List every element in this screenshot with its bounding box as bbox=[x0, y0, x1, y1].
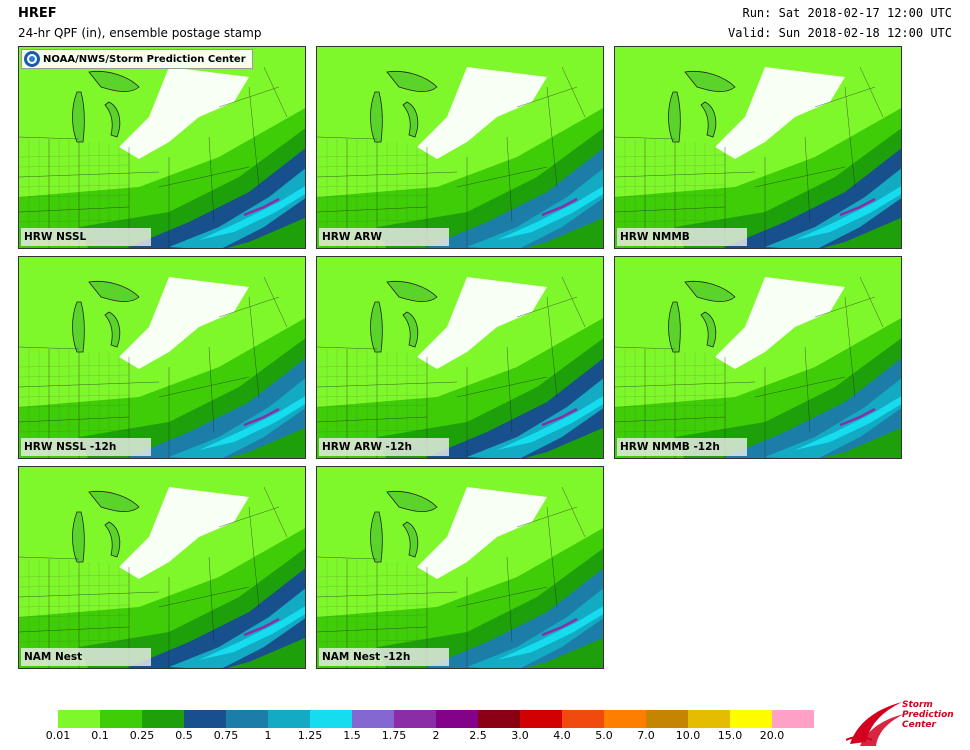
legend-tick-label: 0.01 bbox=[45, 729, 71, 742]
panel-label: HRW NMMB -12h bbox=[617, 438, 747, 456]
legend-swatch bbox=[520, 710, 562, 728]
legend-tick-label: 5.0 bbox=[595, 729, 613, 742]
map-panel: HRW NMMB -12h bbox=[614, 256, 902, 459]
noaa-logo-icon bbox=[24, 51, 40, 67]
noaa-credit: NOAA/NWS/Storm Prediction Center bbox=[21, 49, 253, 69]
legend-swatch bbox=[142, 710, 184, 728]
color-legend bbox=[58, 710, 814, 728]
panel-label: HRW NSSL bbox=[21, 228, 151, 246]
legend-swatch bbox=[436, 710, 478, 728]
legend-tick-label: 2 bbox=[432, 729, 440, 742]
panel-label: HRW NMMB bbox=[617, 228, 747, 246]
legend-tick-label: 7.0 bbox=[637, 729, 655, 742]
qpf-map bbox=[19, 257, 305, 458]
panel-label: HRW ARW bbox=[319, 228, 449, 246]
legend-swatch bbox=[688, 710, 730, 728]
legend-tick-label: 2.5 bbox=[469, 729, 487, 742]
legend-swatch bbox=[394, 710, 436, 728]
legend-swatch bbox=[226, 710, 268, 728]
legend-tick-label: 0.25 bbox=[129, 729, 155, 742]
legend-tick-label: 1.75 bbox=[381, 729, 407, 742]
legend-ticks: 0.01 0.1 0.25 0.5 0.75 1 1.25 1.5 1.75 2 2.5 3.0 4.0… bbox=[38, 729, 858, 745]
qpf-map bbox=[317, 467, 603, 668]
legend-tick-label: 20.0 bbox=[759, 729, 785, 742]
legend-tick-label: 3.0 bbox=[511, 729, 529, 742]
legend-swatch bbox=[100, 710, 142, 728]
legend-tick-label: 1.25 bbox=[297, 729, 323, 742]
qpf-map bbox=[19, 467, 305, 668]
panel-label: HRW ARW -12h bbox=[319, 438, 449, 456]
qpf-map bbox=[317, 257, 603, 458]
credit-text: NOAA/NWS/Storm Prediction Center bbox=[43, 53, 246, 65]
legend-swatch bbox=[772, 710, 814, 728]
qpf-map bbox=[615, 47, 901, 248]
legend-swatch bbox=[730, 710, 772, 728]
product-title: HREF bbox=[18, 6, 57, 21]
spc-swirl-icon bbox=[846, 702, 904, 746]
legend-swatch bbox=[478, 710, 520, 728]
legend-tick-label: 10.0 bbox=[675, 729, 701, 742]
legend-swatch bbox=[58, 710, 100, 728]
legend-tick-label: 15.0 bbox=[717, 729, 743, 742]
qpf-map bbox=[615, 257, 901, 458]
spc-logo-text: Storm Prediction Center bbox=[902, 700, 954, 730]
qpf-map bbox=[19, 47, 305, 248]
legend-swatch bbox=[646, 710, 688, 728]
legend-swatch bbox=[184, 710, 226, 728]
legend-swatch bbox=[310, 710, 352, 728]
map-panel: HRW NSSL -12h bbox=[18, 256, 306, 459]
legend-tick-label: 0.75 bbox=[213, 729, 239, 742]
spc-logo: Storm Prediction Center bbox=[846, 696, 956, 748]
panel-label: NAM Nest bbox=[21, 648, 151, 666]
run-time: Run: Sat 2018-02-17 12:00 UTC bbox=[742, 6, 952, 20]
map-panel: NAM Nest bbox=[18, 466, 306, 669]
product-subtitle: 24-hr QPF (in), ensemble postage stamp bbox=[18, 26, 262, 40]
map-panel: HRW ARW -12h bbox=[316, 256, 604, 459]
legend-tick-label: 0.1 bbox=[91, 729, 109, 742]
legend-swatch bbox=[604, 710, 646, 728]
legend-tick-label: 0.5 bbox=[175, 729, 193, 742]
legend-tick-label: 1 bbox=[264, 729, 272, 742]
legend-swatch bbox=[352, 710, 394, 728]
map-panel: NOAA/NWS/Storm Prediction Center HRW NSSL bbox=[18, 46, 306, 249]
legend-tick-label: 4.0 bbox=[553, 729, 571, 742]
panel-label: HRW NSSL -12h bbox=[21, 438, 151, 456]
map-panel: HRW ARW bbox=[316, 46, 604, 249]
map-panel: NAM Nest -12h bbox=[316, 466, 604, 669]
legend-swatch bbox=[562, 710, 604, 728]
qpf-map bbox=[317, 47, 603, 248]
map-panel: HRW NMMB bbox=[614, 46, 902, 249]
valid-time: Valid: Sun 2018-02-18 12:00 UTC bbox=[728, 26, 952, 40]
panel-label: NAM Nest -12h bbox=[319, 648, 449, 666]
legend-swatch bbox=[268, 710, 310, 728]
legend-tick-label: 1.5 bbox=[343, 729, 361, 742]
